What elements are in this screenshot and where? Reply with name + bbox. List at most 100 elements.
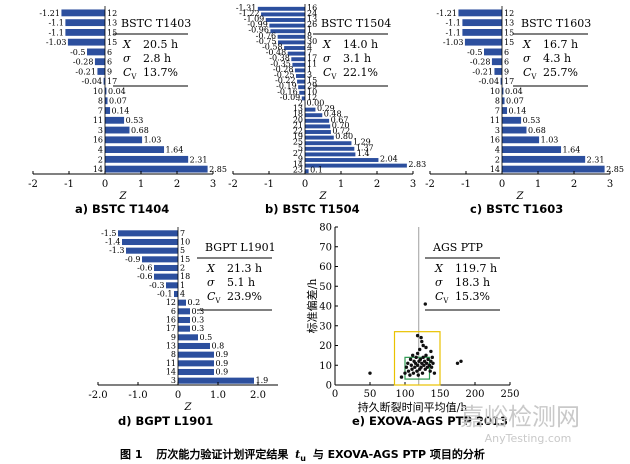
- e-point-23: [418, 357, 423, 362]
- a-bar-11: [105, 116, 125, 124]
- a-value-label-8: 0.04: [108, 87, 126, 96]
- b-bar-8: [287, 51, 305, 56]
- e-y-tick-label-6: 60: [319, 262, 332, 273]
- e-point-49: [455, 361, 460, 365]
- e-y-tick-label-4: 40: [319, 302, 332, 313]
- c-value-label-12: 0.68: [528, 126, 546, 135]
- e-point-15: [414, 355, 418, 360]
- d-bar-11: [178, 325, 190, 332]
- d-cat-label-4: 2: [180, 264, 185, 273]
- b-bar-4: [270, 29, 305, 34]
- b-cat-label-0: 16: [307, 3, 317, 12]
- e-point-39: [429, 365, 434, 369]
- d-bar-17: [178, 377, 254, 384]
- d-cat-label-11: 17: [166, 324, 176, 333]
- d-bar-16: [178, 368, 214, 376]
- b-bar-9: [291, 57, 305, 62]
- c-value-label-1: -1.1: [445, 19, 460, 28]
- a-value-label-14: 1.64: [166, 146, 184, 155]
- a-value-label-12: 0.68: [131, 126, 149, 135]
- c-value-label-13: 1.03: [541, 136, 559, 145]
- e-x-tick-label-5: 250: [500, 389, 519, 400]
- a-bar-10: [105, 107, 111, 114]
- e-x-tick-label-1: 50: [364, 389, 377, 400]
- a-stats-sub-2: V: [130, 73, 137, 81]
- e-x-tick-label-3: 150: [430, 389, 449, 400]
- b-bar-20: [305, 118, 330, 123]
- a-bar-7: [103, 77, 105, 85]
- c-stats-title: BSTC T1603: [521, 17, 591, 30]
- b-bar-0: [257, 6, 305, 11]
- e-y-tick-label-3: 30: [319, 321, 332, 332]
- a-x-tick-label-4: 2: [174, 179, 180, 190]
- d-bar-7: [174, 290, 178, 298]
- c-bar-6: [494, 68, 502, 75]
- b-stats-val-1: 3.1 h: [343, 52, 371, 65]
- d-bar-10: [178, 316, 190, 324]
- e-stats-val-0: 119.7 h: [455, 262, 497, 275]
- e-point-47: [430, 355, 434, 360]
- e-x-tick-label-0: 0: [332, 389, 338, 400]
- e-caption: e) EXOVA-AGS PTP 2013: [352, 414, 508, 428]
- a-value-label-9: 0.07: [109, 97, 127, 106]
- b-cat-label-21: 21: [293, 121, 303, 130]
- a-bar-5: [94, 58, 105, 66]
- b-value-label-18: 0.29: [317, 104, 335, 113]
- b-stats-val-2: 22.1%: [343, 66, 378, 79]
- d-bar-13: [178, 342, 210, 350]
- d-cat-label-7: 4: [180, 290, 185, 299]
- a-cat-label-0: 12: [107, 9, 117, 18]
- d-value-label-13: 0.8: [212, 342, 225, 351]
- a-cat-label-4: 6: [107, 48, 112, 57]
- e-point-7: [408, 357, 413, 362]
- c-cat-label-8: 10: [490, 87, 500, 96]
- e-y-tick-label-0: 0: [326, 381, 332, 392]
- e-point-9: [410, 367, 414, 371]
- c-cat-label-6: 9: [504, 67, 509, 76]
- e-stats-val-1: 18.3 h: [455, 276, 490, 289]
- b-stats-sub-2: V: [330, 73, 337, 81]
- b-bar-23: [305, 135, 334, 140]
- e-point-28: [421, 355, 425, 360]
- b-x-tick-label-0: -2: [228, 179, 238, 190]
- e-point-41: [432, 371, 437, 375]
- e-point-5: [406, 369, 411, 373]
- a-bar-3: [67, 38, 105, 46]
- b-cat-label-24: 25: [293, 138, 303, 147]
- b-bar-19: [305, 113, 323, 118]
- d-x-tick-label-0: -2.0: [88, 390, 107, 401]
- e-point-6: [408, 373, 412, 377]
- d-caption: d) BGPT L1901: [118, 414, 213, 428]
- a-cat-label-15: 2: [98, 155, 103, 164]
- b-bar-12: [296, 74, 305, 78]
- d-value-label-0: -1.5: [101, 229, 116, 238]
- b-cat-label-4: 1: [307, 26, 312, 35]
- a-bar-16: [105, 165, 208, 173]
- c-value-label-5: -0.28: [470, 58, 491, 67]
- d-x-tick-label-4: 2.0: [250, 390, 266, 401]
- e-stats-sym-2: CV: [435, 290, 449, 305]
- d-cat-label-1: 10: [180, 238, 190, 247]
- b-stats-sym-1: σ: [323, 52, 331, 65]
- c-bar-9: [502, 97, 505, 105]
- b-value-label-28: 2.83: [408, 160, 426, 169]
- b-cat-label-23: 19: [293, 132, 303, 141]
- b-cat-label-22: 22: [293, 126, 303, 135]
- a-bar-14: [105, 146, 165, 154]
- d-stats-val-0: 21.3 h: [227, 262, 262, 275]
- d-cat-label-10: 16: [166, 316, 176, 325]
- watermark-cn: 嘉峪检测网: [460, 403, 580, 431]
- d-bar-5: [154, 273, 178, 280]
- b-value-label-4: -0.96: [248, 26, 269, 35]
- figure-caption-sub: u: [300, 454, 306, 463]
- d-cat-label-6: 1: [180, 281, 185, 290]
- b-cat-label-9: 17: [307, 54, 317, 63]
- a-value-label-5: -0.28: [73, 58, 94, 67]
- panel-d: 7-1.510-1.45-1.315-0.92-0.618-0.61-0.34-…: [88, 227, 278, 428]
- a-caption: a) BSTC T1404: [75, 202, 169, 216]
- a-bar-1: [65, 19, 105, 27]
- b-bar-28: [305, 163, 407, 168]
- c-bar-14: [502, 146, 562, 154]
- figure-caption-var: t: [295, 448, 300, 461]
- b-value-label-10: -0.35: [270, 59, 291, 68]
